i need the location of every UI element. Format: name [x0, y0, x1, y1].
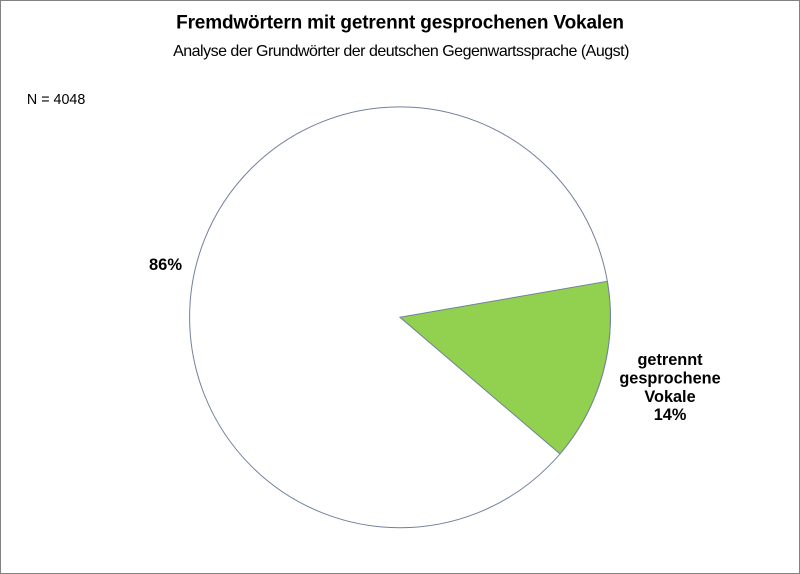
svg-text:Vokale: Vokale [644, 388, 695, 406]
svg-text:gesprochene: gesprochene [619, 369, 720, 387]
svg-text:Analyse der Grundwörter der de: Analyse der Grundwörter der deutschen Ge… [173, 43, 629, 60]
svg-text:getrennt: getrennt [637, 351, 703, 369]
svg-text:14%: 14% [654, 406, 687, 424]
svg-text:Fremdwörtern mit getrennt gesp: Fremdwörtern mit getrennt gesprochenen V… [176, 12, 624, 33]
svg-text:86%: 86% [149, 256, 182, 274]
svg-text:N = 4048: N = 4048 [27, 92, 85, 108]
